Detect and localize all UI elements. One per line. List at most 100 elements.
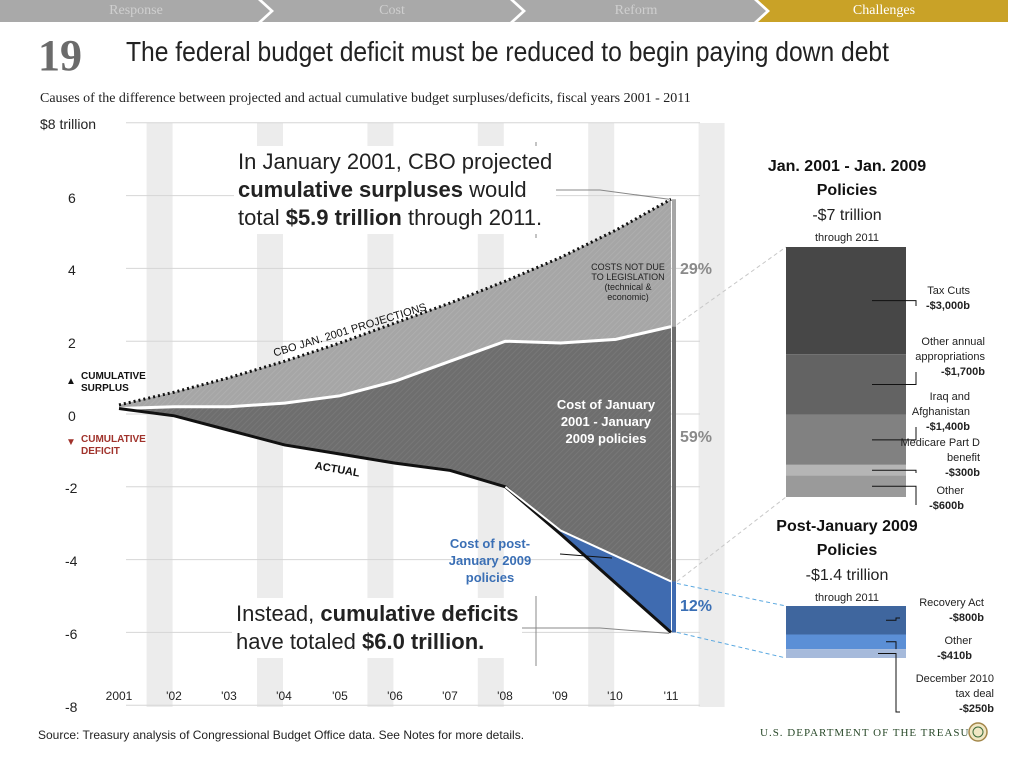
- stack-post-leader-0: [886, 617, 900, 621]
- actual-callout-emph1: cumulative deficits: [320, 601, 519, 626]
- stack-segment-4: [786, 475, 906, 497]
- panel-2001-2009-heading: Jan. 2001 - Jan. 2009 Policies: [767, 158, 927, 199]
- legend-deficit: CUMULATIVE DEFICIT: [81, 434, 146, 457]
- connector-2001-top: [676, 246, 787, 326]
- ytick-neg6: -6: [65, 626, 78, 642]
- ytick-8: $8 trillion: [40, 116, 97, 132]
- seg-other-post-value: -$410b: [937, 650, 972, 662]
- panel-post-2009-note: through 2011: [814, 592, 880, 604]
- xtick-06: '06: [387, 689, 403, 703]
- nav-tab-cost[interactable]: Cost: [379, 3, 405, 18]
- ytick-2: 2: [68, 335, 76, 351]
- connector-post-bottom: [676, 631, 787, 659]
- xtick-03: '03: [221, 689, 237, 703]
- slide-number: 19: [38, 31, 82, 80]
- seg-other-approps-name: Other annual appropriations: [915, 336, 985, 363]
- post-2009-leader-line: [559, 553, 613, 559]
- seg-iraq-name: Iraq and Afghanistan: [911, 391, 970, 418]
- seg-label-other-post: Other -$410b: [900, 634, 972, 664]
- deficit-triangle-icon: ▼: [66, 437, 76, 448]
- stack-post-2009: [786, 606, 906, 713]
- stack-leader-0: [872, 300, 917, 306]
- stack-segment-3: [786, 464, 906, 476]
- projected-callout-text3: total: [238, 205, 286, 230]
- stack-post-segment-1: [786, 634, 906, 650]
- actual-leader-line: [512, 627, 670, 634]
- seg-tax-cuts-name: Tax Cuts: [927, 285, 970, 297]
- section-nav-arrows: [0, 0, 1008, 22]
- seg-label-recovery: Recovery Act -$800b: [900, 596, 984, 626]
- xtick-08: '08: [497, 689, 513, 703]
- xtick-2001: 2001: [105, 689, 133, 703]
- cbo-projection-line: [118, 197, 672, 407]
- connector-2001-bottom: [676, 496, 787, 582]
- projected-callout-line1: In January 2001, CBO projected: [238, 149, 553, 174]
- xtick-11: '11: [663, 689, 679, 703]
- seg-tax-deal-name: December 2010 tax deal: [915, 673, 994, 700]
- nav-tab-reform[interactable]: Reform: [614, 3, 658, 18]
- stack-leader-4: [872, 485, 917, 505]
- breakdown-connectors: [676, 246, 787, 659]
- xtick-04: '04: [276, 689, 292, 703]
- blue-split-line: [504, 486, 672, 583]
- panel-2001-2009-note: through 2011: [814, 232, 880, 244]
- nav-tab-challenges[interactable]: Challenges: [852, 3, 916, 18]
- year-stripe: [698, 123, 725, 707]
- stack-leader-3: [872, 469, 917, 473]
- seg-label-other-approps: Other annual appropriations -$1,700b: [880, 335, 985, 380]
- projected-callout-emph1: cumulative surpluses: [238, 177, 463, 202]
- section-nav: Response Cost Reform Challenges: [0, 0, 1008, 22]
- legend-surplus: CUMULATIVE SURPLUS: [81, 371, 146, 394]
- seg-medicare-value: -$300b: [945, 467, 980, 479]
- connector-post-top: [676, 582, 787, 607]
- chart-subtitle: Causes of the difference between project…: [40, 91, 691, 106]
- projected-callout: In January 2001, CBO projected cumulativ…: [234, 146, 557, 234]
- nav-tab-response[interactable]: Response: [109, 3, 163, 18]
- page-title: The federal budget deficit must be reduc…: [126, 36, 889, 67]
- pct-costs-not-due: 29%: [680, 261, 713, 278]
- stack-leader-1: [872, 372, 917, 385]
- seg-other-value: -$600b: [929, 500, 964, 512]
- costs-not-due-to-legislation-area: [119, 199, 671, 409]
- nav-tab-shape-response[interactable]: [0, 0, 270, 22]
- seg-other-name: Other: [936, 485, 964, 497]
- actual-callout-text1: Instead,: [236, 601, 321, 626]
- ytick-neg8: -8: [65, 699, 78, 715]
- cost-2001-2009-policies-area: [119, 326, 671, 582]
- seg-recovery-value: -$800b: [949, 612, 984, 624]
- xtick-07: '07: [442, 689, 458, 703]
- share-bar-post-2009: [672, 581, 676, 633]
- seg-iraq-value: -$1,400b: [925, 421, 970, 433]
- policy-split-line: [118, 325, 672, 411]
- actual-callout-emph2: $6.0 trillion.: [361, 629, 485, 654]
- ytick-0: 0: [68, 408, 76, 424]
- actual-callout-text2: have totaled: [236, 629, 362, 654]
- projected-leader-line: [538, 189, 670, 200]
- stack-leader-2: [872, 427, 917, 441]
- nav-tab-shape-cost[interactable]: [262, 0, 522, 22]
- cost-post-2009-label: Cost of post-January 2009 policies: [448, 536, 532, 585]
- projected-callout-emph2: $5.9 trillion: [285, 205, 402, 230]
- projected-callout-text2: would: [462, 177, 527, 202]
- costs-not-due-label: COSTS NOT DUE TO LEGISLATION (technical …: [591, 262, 665, 302]
- seg-label-medicare: Medicare Part D benefit -$300b: [880, 436, 980, 481]
- stack-2001-2009: [786, 247, 917, 505]
- nav-tab-shape-reform[interactable]: [514, 0, 766, 22]
- ytick-6: 6: [68, 190, 76, 206]
- nav-tab-shape-challenges[interactable]: [758, 0, 1008, 22]
- seg-tax-deal-value: -$250b: [959, 703, 994, 715]
- seg-tax-cuts-value: -$3,000b: [925, 300, 970, 312]
- treasury-seal-icon: [968, 722, 988, 742]
- xtick-02: '02: [166, 689, 182, 703]
- stack-post-segment-2: [786, 649, 906, 658]
- pct-2001-2009: 59%: [680, 429, 713, 446]
- panel-2001-2009-total: -$7 trillion: [812, 207, 882, 224]
- seg-label-tax-cuts: Tax Cuts -$3,000b: [880, 284, 970, 314]
- ytick-4: 4: [68, 262, 76, 278]
- share-bar-2001-2009: [672, 326, 676, 582]
- panel-post-2009-heading: Post-January 2009 Policies: [776, 518, 918, 559]
- seg-other-approps-value: -$1,700b: [940, 366, 985, 378]
- stack-post-leader-2: [878, 653, 900, 713]
- cost-2001-2009-label: Cost of January 2001 - January 2009 poli…: [556, 397, 656, 446]
- actual-line: [118, 407, 672, 634]
